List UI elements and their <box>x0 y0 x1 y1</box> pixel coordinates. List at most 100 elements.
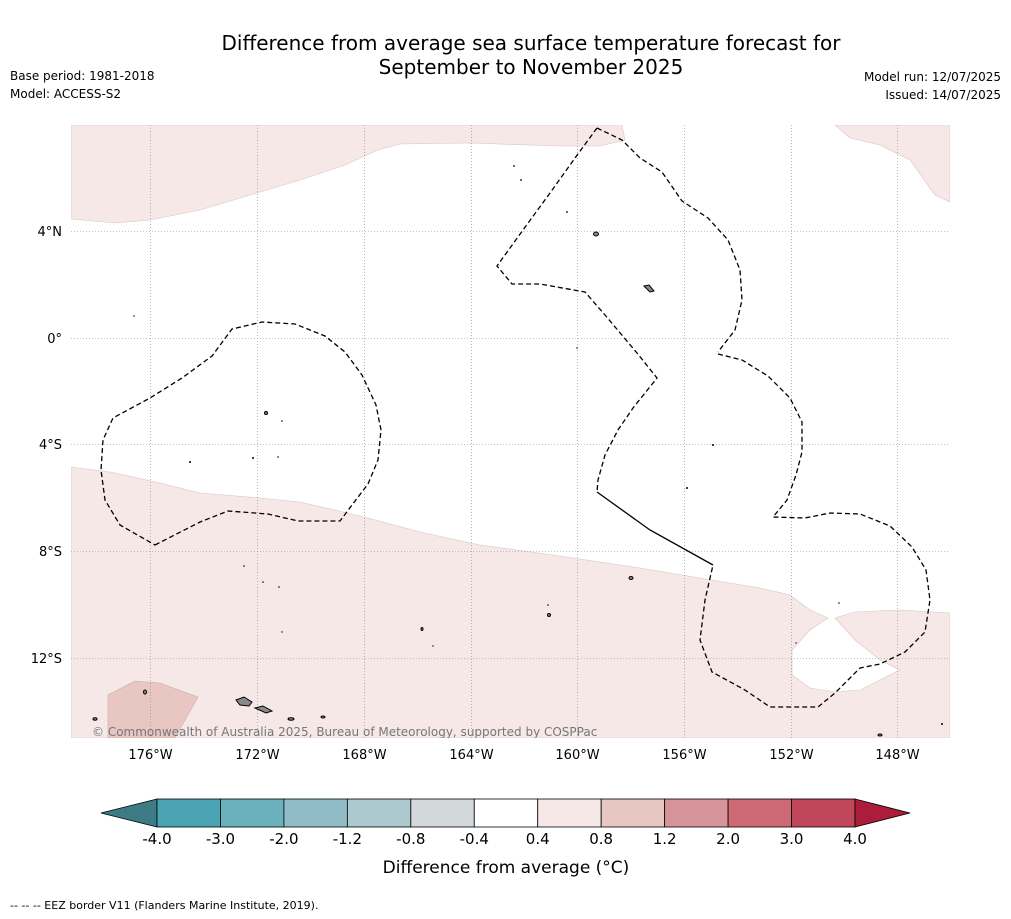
colorbar-tick-label: 1.2 <box>653 830 677 848</box>
colorbar-tick-label: -1.2 <box>333 830 362 848</box>
anomaly-region-north-east <box>834 125 950 203</box>
lon-label: 164°W <box>449 748 493 763</box>
colorbar-segment <box>664 798 729 828</box>
island-dot <box>712 444 714 446</box>
colorbar-tick-label: 2.0 <box>716 830 740 848</box>
colorbar-segment <box>791 798 856 828</box>
island-dot <box>941 723 943 725</box>
eez-border-phoenix <box>100 321 382 546</box>
eez-border-cook-islands <box>699 353 931 708</box>
colorbar-title: Difference from average (°C) <box>383 858 630 878</box>
colorbar-tick-label: 0.4 <box>526 830 550 848</box>
island-wallis <box>143 689 147 695</box>
colorbar-segment <box>600 798 666 828</box>
lat-labels: 4°N 0° 4°S 8°S 12°S <box>31 225 62 667</box>
eez-borders <box>100 127 931 708</box>
colorbar-ticks: -4.0 -3.0 -2.0 -1.2 -0.8 -0.4 0.4 0.8 1.2 2.0 3.0 4… <box>142 830 867 848</box>
meta-right: Model run: 12/07/2025 Issued: 14/07/2025 <box>864 68 1001 104</box>
lon-label: 152°W <box>769 748 813 763</box>
island-dots <box>133 165 943 725</box>
island-savaii <box>235 696 253 707</box>
colorbar-segment <box>283 798 348 828</box>
island-upolu <box>253 705 274 714</box>
island-dot <box>243 565 245 567</box>
lat-label: 0° <box>47 332 62 347</box>
colorbar-segment <box>220 798 285 828</box>
island-kanton <box>264 411 268 415</box>
colorbar-tick-label: -4.0 <box>142 830 171 848</box>
lat-label: 12°S <box>31 652 62 667</box>
island-dot <box>547 604 549 606</box>
island-manua <box>320 715 326 719</box>
model-name: Model: ACCESS-S2 <box>10 87 122 101</box>
islands <box>92 231 883 737</box>
model-run: Model run: 12/07/2025 <box>863 70 1001 84</box>
colorbar-tick-label: -0.4 <box>460 830 489 848</box>
copyright-text: © Commonwealth of Australia 2025, Bureau… <box>92 725 597 739</box>
eez-border-line-islands-west <box>496 127 658 493</box>
eez-border-solid-segment <box>596 491 714 566</box>
colorbar-extend-over <box>854 798 911 828</box>
island-dot <box>133 315 135 317</box>
island-aitutaki <box>877 733 883 737</box>
island-dot <box>277 456 279 458</box>
colorbar-segment <box>346 798 412 828</box>
colorbar-tick-label: 0.8 <box>589 830 613 848</box>
island-dot <box>432 645 434 647</box>
lon-label: 156°W <box>662 748 706 763</box>
issued-date: Issued: 14/07/2025 <box>885 88 1001 102</box>
lon-label: 176°W <box>128 748 172 763</box>
lat-label: 4°N <box>38 225 63 240</box>
map-area: © Commonwealth of Australia 2025, Bureau… <box>71 125 950 739</box>
lat-label: 4°S <box>39 438 62 453</box>
colorbar-segment <box>537 798 602 828</box>
colorbar-segment <box>410 798 475 828</box>
base-period: Base period: 1981-2018 <box>10 69 155 83</box>
island-tabuaeran <box>642 284 655 293</box>
island-dot <box>278 586 280 588</box>
anomaly-region-south <box>71 466 950 738</box>
colorbar <box>100 798 911 828</box>
island-dot <box>281 631 283 633</box>
colorbar-tick-label: 3.0 <box>780 830 804 848</box>
lon-labels: 176°W 172°W 168°W 164°W 160°W 156°W 152°… <box>128 748 919 763</box>
island-kiritimati <box>593 231 599 237</box>
map-title-line2: September to November 2025 <box>378 55 684 79</box>
island-dot <box>838 602 840 604</box>
island-penrhyn <box>628 576 634 580</box>
anomaly-region-north-west <box>71 125 626 224</box>
island-dot <box>281 420 283 422</box>
island-manihiki <box>547 613 551 617</box>
colorbar-tick-label: -3.0 <box>206 830 235 848</box>
lat-label: 8°S <box>39 545 62 560</box>
island-dot <box>189 461 191 463</box>
colorbar-segment <box>727 798 792 828</box>
colorbar-tick-label: -2.0 <box>269 830 298 848</box>
lon-label: 172°W <box>235 748 279 763</box>
colorbar-extend-under <box>100 798 158 828</box>
island-swains <box>420 627 424 631</box>
island-tutuila <box>287 717 295 721</box>
footnote: -- -- -- EEZ border V11 (Flanders Marine… <box>10 899 319 912</box>
island-dot <box>576 347 578 349</box>
anomaly-region-warm <box>107 680 199 738</box>
map-title: Difference from average sea surface temp… <box>0 31 1011 79</box>
island-dot <box>520 179 522 181</box>
island-dot <box>262 581 264 583</box>
island-dot <box>513 165 515 167</box>
colorbar-segment <box>473 798 539 828</box>
island-futuna <box>92 717 98 721</box>
island-dot <box>566 211 568 213</box>
gridlines <box>71 125 950 738</box>
lon-label: 160°W <box>555 748 599 763</box>
eez-border-line-islands <box>596 127 743 353</box>
lon-label: 148°W <box>875 748 919 763</box>
colorbar-segment <box>156 798 221 828</box>
lon-label: 168°W <box>342 748 386 763</box>
island-dot <box>252 457 254 459</box>
colorbar-tick-label: -0.8 <box>396 830 425 848</box>
meta-left: Base period: 1981-2018 Model: ACCESS-S2 <box>10 67 155 103</box>
colorbar-tick-label: 4.0 <box>843 830 867 848</box>
island-dot <box>686 487 688 489</box>
map-title-line1: Difference from average sea surface temp… <box>221 31 841 55</box>
